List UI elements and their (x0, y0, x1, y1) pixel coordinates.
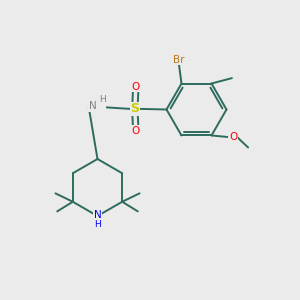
Text: S: S (130, 102, 140, 116)
Text: O: O (131, 82, 140, 92)
Text: H: H (94, 220, 101, 229)
Text: H: H (100, 94, 106, 103)
Text: N: N (89, 101, 97, 111)
Text: O: O (131, 126, 140, 136)
Text: Br: Br (173, 55, 184, 64)
Text: N: N (94, 210, 102, 220)
Text: O: O (229, 132, 237, 142)
